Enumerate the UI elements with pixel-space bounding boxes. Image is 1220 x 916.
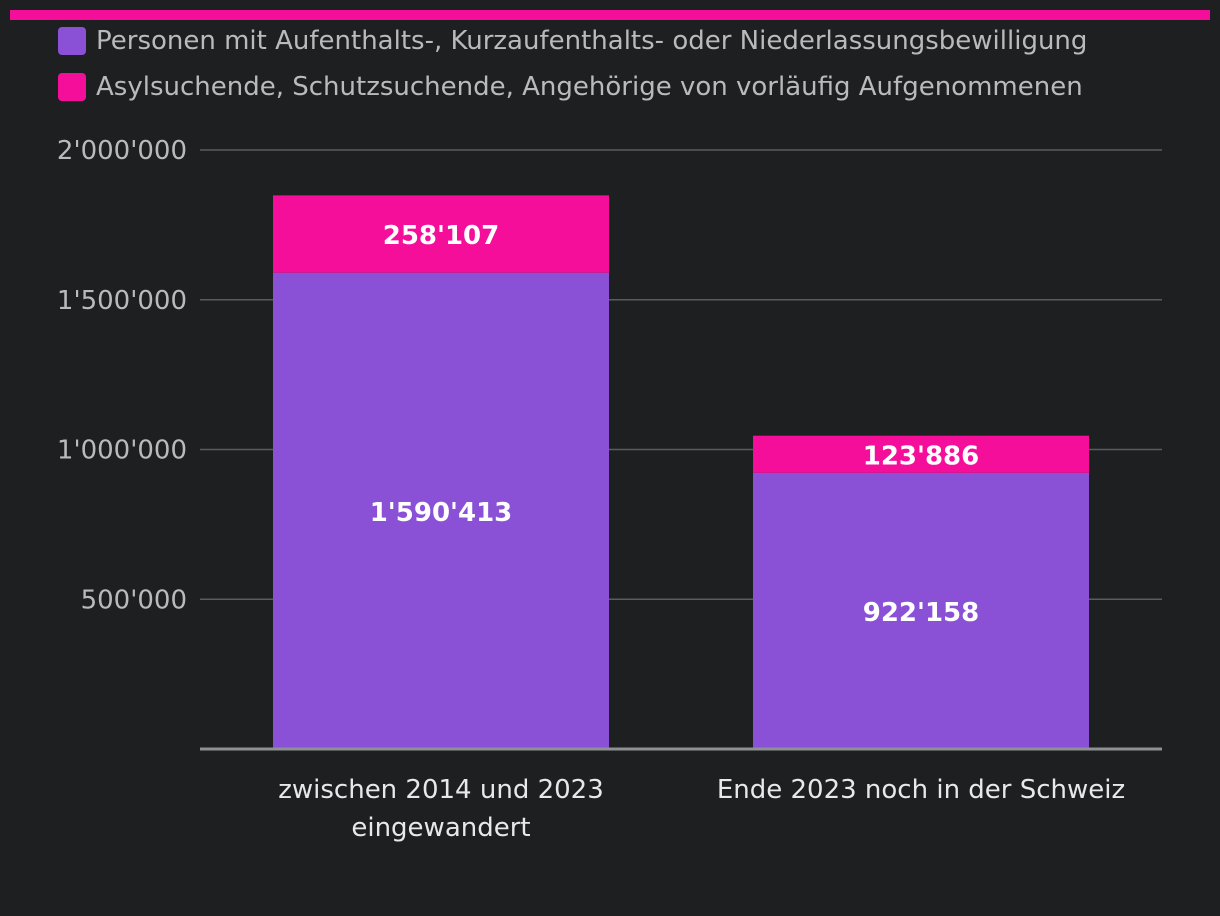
bar-segment-1-1[interactable]: [753, 435, 1089, 473]
x-tick-label-0-0: zwischen 2014 und 2023: [278, 775, 604, 805]
y-tick-label-0: 500'000: [81, 585, 187, 615]
legend-swatch-residence-permit: [58, 27, 86, 55]
data-label-1-0: 922'158: [863, 598, 980, 628]
bar-segment-1-0[interactable]: [753, 472, 1089, 749]
accent-bar: [10, 10, 1210, 20]
x-tick-label-0-1: eingewandert: [351, 813, 530, 843]
legend-label-asylum-seekers: Asylsuchende, Schutzsuchende, Angehörige…: [96, 72, 1083, 102]
legend: Personen mit Aufenthalts-, Kurzaufenthal…: [58, 26, 1087, 118]
data-label-0-1: 258'107: [383, 221, 500, 251]
bar-segment-0-1[interactable]: [273, 195, 609, 273]
bar-segment-0-0[interactable]: [273, 272, 609, 749]
y-tick-label-3: 2'000'000: [57, 136, 187, 166]
legend-item-residence-permit[interactable]: Personen mit Aufenthalts-, Kurzaufenthal…: [58, 26, 1087, 56]
y-tick-label-2: 1'500'000: [57, 286, 187, 316]
x-tick-label-1-0: Ende 2023 noch in der Schweiz: [717, 775, 1125, 805]
legend-label-residence-permit: Personen mit Aufenthalts-, Kurzaufenthal…: [96, 26, 1088, 56]
legend-item-asylum-seekers[interactable]: Asylsuchende, Schutzsuchende, Angehörige…: [58, 72, 1087, 102]
legend-swatch-asylum-seekers: [58, 73, 86, 101]
y-tick-label-1: 1'000'000: [57, 436, 187, 466]
data-label-1-1: 123'886: [863, 441, 980, 471]
data-label-0-0: 1'590'413: [370, 498, 513, 528]
